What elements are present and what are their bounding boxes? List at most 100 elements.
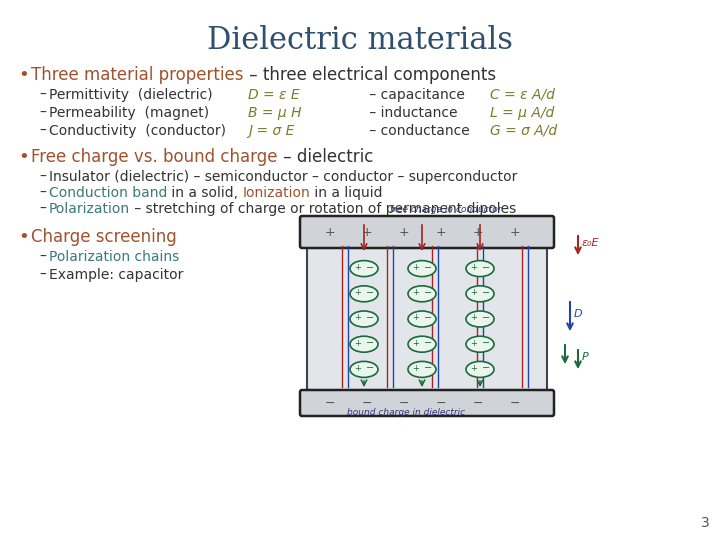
Text: –: – (39, 202, 46, 216)
Text: Dielectric materials: Dielectric materials (207, 25, 513, 56)
Text: −: − (366, 288, 374, 298)
Text: +: + (473, 226, 483, 239)
Text: +: + (471, 263, 477, 272)
Text: •: • (18, 66, 29, 84)
Text: Conduction band: Conduction band (49, 186, 167, 200)
Text: Example: capacitor: Example: capacitor (49, 268, 184, 282)
Text: G = σ A/d: G = σ A/d (490, 124, 557, 138)
Text: Insulator (dielectric) – semiconductor – conductor – superconductor: Insulator (dielectric) – semiconductor –… (49, 170, 518, 184)
Text: +: + (413, 288, 420, 298)
Text: ε₀E: ε₀E (582, 238, 600, 248)
Text: +: + (354, 288, 361, 298)
Text: – three electrical components: – three electrical components (243, 66, 495, 84)
Ellipse shape (350, 361, 378, 377)
Text: in a solid,: in a solid, (167, 186, 243, 200)
Text: – conductance: – conductance (365, 124, 469, 138)
Text: •: • (18, 228, 29, 246)
Text: Permeability  (magnet): Permeability (magnet) (49, 106, 209, 120)
Text: −: − (366, 313, 374, 323)
Text: – dielectric: – dielectric (277, 148, 373, 166)
Text: –: – (39, 186, 46, 200)
Text: −: − (366, 363, 374, 373)
FancyBboxPatch shape (300, 216, 554, 248)
Text: P: P (582, 352, 589, 362)
Text: −: − (436, 396, 446, 409)
Text: –: – (39, 170, 46, 184)
Ellipse shape (466, 361, 494, 377)
Text: D: D (574, 309, 582, 319)
Text: – capacitance: – capacitance (365, 88, 465, 102)
Text: – stretching of charge or rotation of permanent dipoles: – stretching of charge or rotation of pe… (130, 202, 516, 216)
Text: −: − (473, 396, 483, 409)
Text: Conductivity  (conductor): Conductivity (conductor) (49, 124, 226, 138)
Text: Polarization chains: Polarization chains (49, 250, 179, 264)
Ellipse shape (408, 311, 436, 327)
Text: –: – (39, 88, 46, 102)
Text: −: − (366, 262, 374, 273)
Ellipse shape (350, 261, 378, 276)
Ellipse shape (466, 336, 494, 352)
Text: +: + (471, 364, 477, 373)
Text: B = μ H: B = μ H (248, 106, 302, 120)
Text: −: − (424, 262, 432, 273)
Text: –: – (39, 268, 46, 282)
Text: +: + (413, 364, 420, 373)
Text: −: − (399, 396, 409, 409)
Ellipse shape (408, 361, 436, 377)
Text: −: − (482, 288, 490, 298)
Text: +: + (354, 263, 361, 272)
Text: Permittivity  (dielectric): Permittivity (dielectric) (49, 88, 212, 102)
Text: +: + (413, 339, 420, 348)
FancyBboxPatch shape (307, 243, 547, 395)
Text: +: + (354, 339, 361, 348)
Text: D = ε E: D = ε E (248, 88, 300, 102)
Text: – inductance: – inductance (365, 106, 457, 120)
Text: J = σ E: J = σ E (248, 124, 294, 138)
Ellipse shape (408, 336, 436, 352)
Text: −: − (366, 338, 374, 348)
Text: −: − (325, 396, 336, 409)
Text: –: – (39, 106, 46, 120)
Text: –: – (39, 124, 46, 138)
Text: −: − (482, 338, 490, 348)
Ellipse shape (466, 311, 494, 327)
Text: +: + (471, 314, 477, 322)
Ellipse shape (466, 261, 494, 276)
Text: in a liquid: in a liquid (310, 186, 383, 200)
Text: +: + (413, 263, 420, 272)
Text: +: + (325, 226, 336, 239)
Text: +: + (413, 314, 420, 322)
Text: –: – (39, 250, 46, 264)
Text: +: + (471, 339, 477, 348)
Text: −: − (482, 313, 490, 323)
Text: +: + (361, 226, 372, 239)
Text: free charge in conductor: free charge in conductor (390, 205, 501, 214)
Text: bound charge in dielectric: bound charge in dielectric (347, 408, 465, 417)
Text: Ionization: Ionization (243, 186, 310, 200)
Ellipse shape (350, 311, 378, 327)
Text: −: − (424, 288, 432, 298)
Text: +: + (510, 226, 521, 239)
Text: +: + (399, 226, 409, 239)
Text: +: + (354, 314, 361, 322)
Text: −: − (361, 396, 372, 409)
Ellipse shape (408, 286, 436, 302)
Text: L = μ A/d: L = μ A/d (490, 106, 554, 120)
Text: Polarization: Polarization (49, 202, 130, 216)
Text: −: − (424, 363, 432, 373)
Text: Charge screening: Charge screening (31, 228, 176, 246)
Text: +: + (471, 288, 477, 298)
Text: Three material properties: Three material properties (31, 66, 243, 84)
FancyBboxPatch shape (300, 390, 554, 416)
Text: C = ε A/d: C = ε A/d (490, 88, 555, 102)
Text: −: − (424, 338, 432, 348)
Text: Free charge vs. bound charge: Free charge vs. bound charge (31, 148, 277, 166)
Text: •: • (18, 148, 29, 166)
Text: −: − (482, 363, 490, 373)
Text: 3: 3 (701, 516, 710, 530)
Ellipse shape (466, 286, 494, 302)
Text: +: + (436, 226, 446, 239)
Ellipse shape (350, 336, 378, 352)
Text: +: + (354, 364, 361, 373)
Text: −: − (424, 313, 432, 323)
